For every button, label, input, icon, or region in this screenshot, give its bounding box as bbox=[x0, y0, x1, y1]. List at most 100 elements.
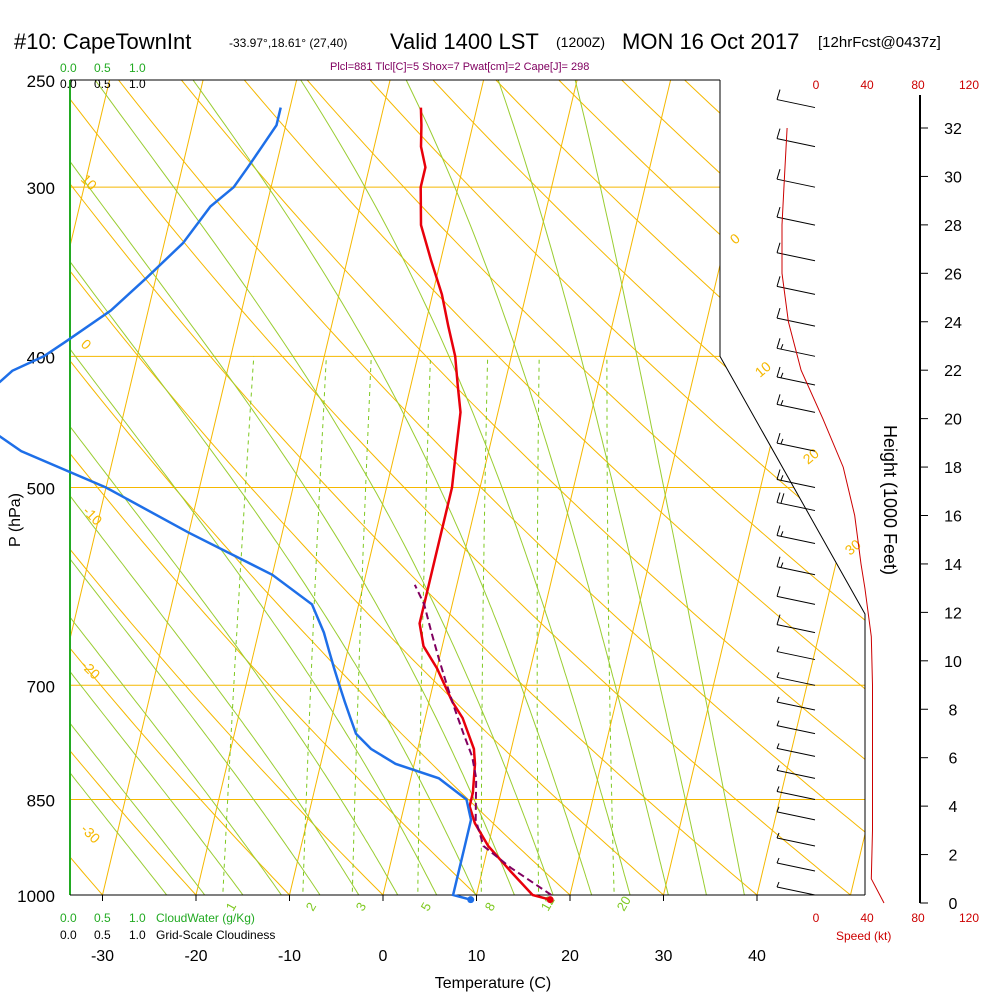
temperature-profile bbox=[418, 107, 551, 901]
wind-barb-full bbox=[776, 89, 781, 100]
dry-adiabat bbox=[348, 80, 865, 895]
moist-adiabat bbox=[70, 80, 452, 895]
wind-barb bbox=[776, 747, 816, 757]
station-coords: -33.97°,18.61° (27,40) bbox=[229, 36, 347, 50]
dry-adiabat bbox=[970, 56, 1000, 924]
speed-tick: 80 bbox=[911, 911, 925, 925]
dry-adiabat bbox=[286, 80, 865, 895]
height-tick-label: 18 bbox=[944, 460, 962, 477]
moist-adiabat bbox=[70, 80, 489, 895]
forecast-info: [12hrFcst@0437z] bbox=[818, 34, 941, 51]
wind-barb-full bbox=[776, 556, 781, 567]
wind-barb-half bbox=[776, 672, 780, 678]
x-axis-title: Temperature (C) bbox=[435, 975, 551, 992]
wind-barb bbox=[776, 99, 816, 109]
moist-adiabat bbox=[70, 80, 227, 895]
temp-tick-label: 0 bbox=[379, 948, 388, 965]
height-tick-label: 24 bbox=[944, 315, 962, 332]
wind-barb bbox=[776, 403, 816, 413]
height-tick-label: 22 bbox=[944, 363, 962, 380]
wind-barb-full bbox=[776, 614, 781, 625]
speed-tick: 120 bbox=[959, 911, 979, 925]
wind-barb bbox=[776, 178, 816, 188]
station-title: #10: CapeTownInt bbox=[14, 29, 191, 54]
sounding-indices: Plcl=881 Tlcl[C]=5 Shox=7 Pwat[cm]=2 Cap… bbox=[330, 61, 589, 73]
temp-tick-label: 20 bbox=[561, 948, 579, 965]
cloudwater-label: CloudWater (g/Kg) bbox=[156, 911, 255, 925]
sfc-temp-dot bbox=[546, 896, 554, 904]
wind-barb bbox=[776, 252, 816, 262]
temp-tick-label: -30 bbox=[91, 948, 114, 965]
wind-barb bbox=[776, 769, 816, 779]
temp-tick-label: 30 bbox=[655, 948, 673, 965]
wind-barb bbox=[776, 138, 816, 148]
wind-barb bbox=[776, 566, 816, 576]
wind-barb-full bbox=[776, 242, 781, 253]
moist-adiabat bbox=[70, 80, 415, 895]
speed-axis-label: Speed (kt) bbox=[836, 929, 891, 943]
pressure-tick-label: 850 bbox=[27, 791, 55, 810]
wind-barb-half bbox=[780, 475, 784, 481]
mixing-ratio-line bbox=[301, 356, 327, 895]
dry-adiabat bbox=[534, 80, 865, 895]
isotherm-line bbox=[195, 80, 391, 895]
wind-barb-full bbox=[776, 492, 781, 503]
speed-tick: 0 bbox=[813, 78, 820, 92]
wind-barb bbox=[776, 442, 816, 452]
pressure-tick-label: 300 bbox=[27, 179, 55, 198]
wind-barb bbox=[776, 595, 816, 605]
temp-tick-label: 10 bbox=[468, 948, 486, 965]
cloud-tick: 0.0 bbox=[60, 77, 77, 91]
sfc-dewpoint-dot bbox=[467, 896, 475, 904]
wind-barb-half bbox=[776, 765, 780, 771]
speed-tick: 120 bbox=[959, 78, 979, 92]
mixing-ratio-line bbox=[417, 356, 431, 895]
wind-barb-half bbox=[776, 743, 780, 749]
isotherm-line bbox=[382, 80, 578, 895]
speed-tick: 40 bbox=[860, 911, 874, 925]
wind-barb bbox=[776, 651, 816, 661]
wind-barb-full bbox=[776, 128, 781, 139]
wind-speed-profile bbox=[781, 127, 885, 904]
moist-adiabat bbox=[284, 80, 639, 895]
wind-barb-half bbox=[780, 438, 784, 445]
height-tick-label: 26 bbox=[944, 266, 962, 283]
cloud-tick: 0.0 bbox=[60, 911, 77, 925]
height-axis-title: Height (1000 Feet) bbox=[880, 425, 900, 575]
dry-adiabat bbox=[70, 80, 792, 895]
height-tick-label: 32 bbox=[944, 121, 962, 138]
wind-barb-half bbox=[776, 806, 780, 813]
cloud-tick: 0.5 bbox=[94, 911, 111, 925]
valid-time: Valid 1400 LST bbox=[390, 29, 539, 54]
pressure-tick-label: 700 bbox=[27, 677, 55, 696]
wind-barb bbox=[776, 790, 816, 800]
dry-adiabat bbox=[845, 80, 865, 895]
wind-barb-half bbox=[776, 857, 780, 864]
moist-adiabat bbox=[70, 80, 527, 895]
wind-barb bbox=[776, 837, 816, 847]
wind-speed-panel bbox=[781, 127, 885, 904]
dry-adiabat bbox=[70, 80, 413, 895]
height-tick-label: 16 bbox=[944, 509, 962, 526]
wind-barb-half bbox=[776, 646, 780, 652]
mixing-ratio-line bbox=[536, 356, 540, 895]
wind-barb bbox=[776, 502, 816, 512]
temp-tick-label: 40 bbox=[748, 948, 766, 965]
isotherm-line bbox=[476, 80, 672, 895]
height-tick-label: 30 bbox=[944, 169, 962, 186]
mixing-ratio-line bbox=[480, 356, 489, 895]
height-tick-label: 6 bbox=[949, 751, 958, 768]
wind-barb-full bbox=[776, 469, 781, 480]
wind-barb bbox=[776, 725, 816, 735]
moist-adiabat bbox=[77, 80, 564, 895]
wind-barb-full bbox=[776, 276, 781, 287]
wind-barb bbox=[776, 624, 816, 634]
mixing-ratio-label: 2 bbox=[303, 900, 320, 914]
moist-adiabat bbox=[393, 80, 676, 895]
isotherm-line bbox=[0, 80, 16, 895]
dry-adiabat bbox=[410, 80, 865, 895]
pressure-tick-label: 1000 bbox=[17, 887, 55, 906]
mixing-ratio-label: 5 bbox=[418, 900, 435, 914]
height-tick-label: 4 bbox=[949, 799, 958, 816]
dry-adiabat-label: 30 bbox=[842, 536, 864, 558]
